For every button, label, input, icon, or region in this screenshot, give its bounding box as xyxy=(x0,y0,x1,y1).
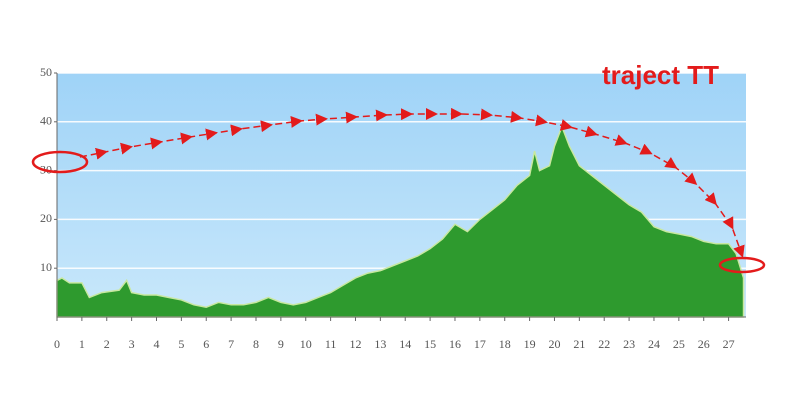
x-tick-label: 13 xyxy=(374,337,386,351)
x-tick-label: 15 xyxy=(424,337,436,351)
x-tick-label: 27 xyxy=(723,337,735,351)
x-tick-label: 8 xyxy=(253,337,259,351)
x-tick-label: 23 xyxy=(623,337,635,351)
x-tick-label: 2 xyxy=(104,337,110,351)
x-tick-label: 14 xyxy=(399,337,411,351)
x-tick-label: 3 xyxy=(129,337,135,351)
x-tick-label: 12 xyxy=(349,337,361,351)
x-tick-label: 19 xyxy=(524,337,536,351)
x-tick-label: 16 xyxy=(449,337,461,351)
x-tick-label: 20 xyxy=(548,337,560,351)
x-tick-label: 9 xyxy=(278,337,284,351)
x-tick-label: 22 xyxy=(598,337,610,351)
x-tick-label: 10 xyxy=(300,337,312,351)
x-tick-label: 7 xyxy=(228,337,234,351)
x-tick-label: 21 xyxy=(573,337,585,351)
y-tick-label: 40 xyxy=(40,114,52,128)
x-tick-label: 18 xyxy=(499,337,511,351)
y-tick-label: 10 xyxy=(40,260,52,274)
x-tick-label: 1 xyxy=(79,337,85,351)
x-tick-label: 24 xyxy=(648,337,660,351)
route-arrow xyxy=(79,107,745,258)
x-tick-label: 11 xyxy=(325,337,337,351)
end-marker xyxy=(718,256,766,274)
x-tick-label: 0 xyxy=(54,337,60,351)
y-tick-label: 50 xyxy=(40,65,52,79)
x-tick-label: 4 xyxy=(153,337,159,351)
x-tick-label: 6 xyxy=(203,337,209,351)
annotation-title: traject TT xyxy=(602,60,719,90)
start-marker xyxy=(31,150,89,174)
x-tick-label: 25 xyxy=(673,337,685,351)
y-tick-label: 20 xyxy=(40,211,52,225)
x-tick-label: 26 xyxy=(698,337,710,351)
x-tick-label: 17 xyxy=(474,337,486,351)
x-tick-label: 5 xyxy=(178,337,184,351)
